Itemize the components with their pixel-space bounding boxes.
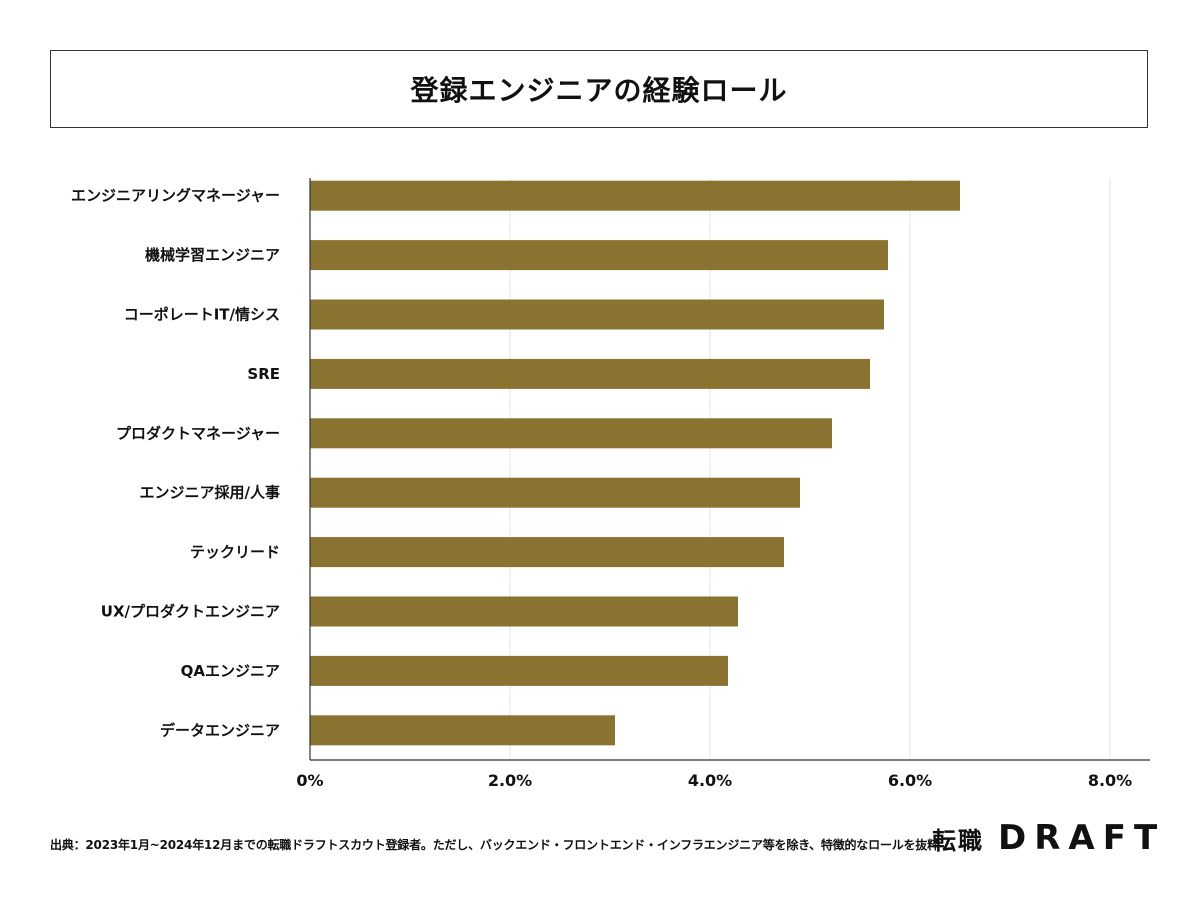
category-label: プロダクトマネージャー [116, 424, 280, 442]
bar [310, 477, 800, 508]
category-label: エンジニア採用/人事 [140, 484, 280, 502]
bar [310, 299, 884, 330]
category-label: QAエンジニア [181, 662, 280, 680]
category-label: コーポレートIT/情シス [124, 306, 280, 324]
category-label: エンジニアリングマネージャー [71, 187, 280, 205]
category-label: テックリード [190, 543, 280, 561]
x-tick-label: 8.0% [1088, 771, 1132, 790]
x-tick-label: 0% [296, 771, 323, 790]
chart-title: 登録エンジニアの経験ロール [410, 74, 788, 107]
bar [310, 537, 784, 568]
x-tick-label: 4.0% [688, 771, 732, 790]
bar [310, 358, 870, 389]
category-label: 機械学習エンジニア [145, 246, 280, 264]
source-note: 出典：2023年1月~2024年12月までの転職ドラフトスカウト登録者。ただし、… [50, 838, 939, 852]
bar [310, 180, 960, 211]
category-label: UX/プロダクトエンジニア [101, 603, 280, 621]
chart-title-box: 登録エンジニアの経験ロール [50, 50, 1148, 128]
bar [310, 596, 738, 627]
category-label: データエンジニア [160, 721, 280, 739]
category-label: SRE [247, 365, 280, 383]
logo-text: DRAFT [998, 818, 1166, 858]
bar [310, 715, 615, 746]
x-tick-label: 2.0% [488, 771, 532, 790]
bar [310, 655, 728, 686]
bar [310, 418, 832, 449]
x-tick-label: 6.0% [888, 771, 932, 790]
draft-logo: 転職 DRAFT [932, 818, 1165, 858]
bar [310, 240, 888, 271]
logo-kanji: 転職 [932, 826, 984, 855]
